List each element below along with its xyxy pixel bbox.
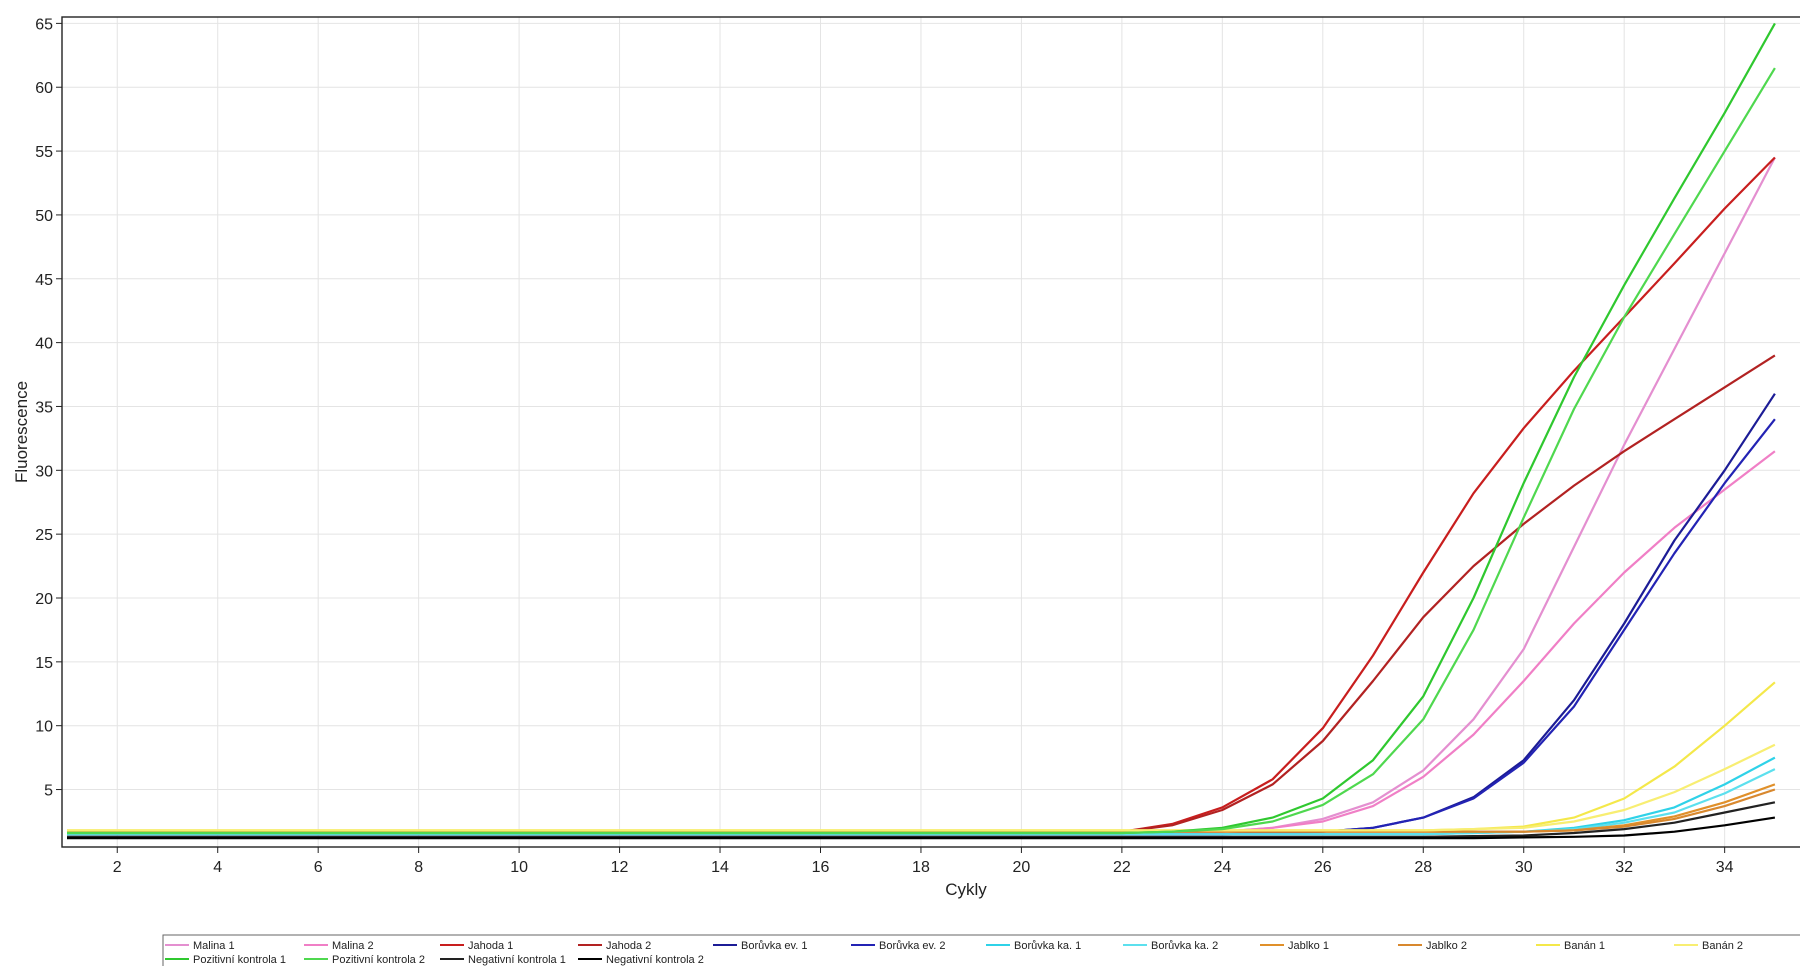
legend-label: Borůvka ka. 1 (1014, 940, 1081, 952)
x-tick-label: 4 (213, 859, 222, 876)
series-line-10 (67, 788, 1776, 833)
legend-label: Banán 2 (1702, 940, 1743, 952)
legend-label: Jablko 2 (1426, 940, 1467, 952)
x-axis-title: Cykly (945, 880, 987, 899)
legend-label: Malina 2 (332, 940, 374, 952)
y-tick-label: 40 (35, 336, 53, 353)
x-tick-label: 34 (1716, 859, 1734, 876)
legend-label: Jablko 1 (1288, 940, 1329, 952)
x-tick-label: 26 (1314, 859, 1332, 876)
x-tick-label: 24 (1213, 859, 1231, 876)
axis-ticks: 2 4 6 8 10 12 14 16 18 20 22 24 26 28 30 32 345101520253… (35, 16, 1733, 876)
y-tick-label: 15 (35, 655, 53, 672)
x-tick-label: 18 (912, 859, 930, 876)
legend-label: Borůvka ev. 1 (741, 940, 807, 952)
y-tick-label: 5 (44, 783, 53, 800)
legend-box (162, 934, 1800, 966)
x-tick-label: 16 (812, 859, 830, 876)
series-lines (67, 22, 1776, 840)
series-line-15 (67, 801, 1776, 838)
legend-label: Jahoda 1 (468, 940, 513, 952)
x-tick-label: 14 (711, 859, 729, 876)
legend-label: Borůvka ka. 2 (1151, 940, 1218, 952)
y-tick-label: 20 (35, 591, 53, 608)
y-tick-label: 60 (35, 80, 53, 97)
x-tick-label: 8 (414, 859, 423, 876)
x-tick-label: 2 (113, 859, 122, 876)
x-tick-label: 30 (1515, 859, 1533, 876)
x-tick-label: 28 (1414, 859, 1432, 876)
x-tick-label: 10 (510, 859, 528, 876)
legend-label: Malina 1 (193, 940, 235, 952)
y-axis-title: Fluorescence (12, 381, 31, 483)
legend-label: Negativní kontrola 1 (468, 954, 566, 966)
y-tick-label: 65 (35, 16, 53, 33)
plot-frame (61, 16, 1800, 848)
legend: Malina 1 Malina 2 Jahoda 1 Jahoda 2 Borůvka … (162, 934, 1800, 966)
x-tick-label: 12 (611, 859, 629, 876)
series-line-14 (67, 67, 1776, 835)
series-line-16 (67, 816, 1776, 840)
x-tick-label: 32 (1615, 859, 1633, 876)
legend-label: Pozitivní kontrola 1 (193, 954, 286, 966)
y-tick-label: 30 (35, 463, 53, 480)
legend-label: Negativní kontrola 2 (606, 954, 704, 966)
y-tick-label: 10 (35, 719, 53, 736)
legend-label: Jahoda 2 (606, 940, 651, 952)
y-tick-label: 45 (35, 272, 53, 289)
y-tick-label: 55 (35, 144, 53, 161)
legend-label: Borůvka ev. 2 (879, 940, 945, 952)
y-tick-label: 35 (35, 399, 53, 416)
x-tick-label: 20 (1013, 859, 1031, 876)
grid (62, 17, 1800, 847)
legend-label: Pozitivní kontrola 2 (332, 954, 425, 966)
legend-label: Banán 1 (1564, 940, 1605, 952)
y-tick-label: 50 (35, 208, 53, 225)
y-tick-label: 25 (35, 527, 53, 544)
x-tick-label: 22 (1113, 859, 1131, 876)
series-line-12 (67, 743, 1776, 832)
x-tick-label: 6 (314, 859, 323, 876)
